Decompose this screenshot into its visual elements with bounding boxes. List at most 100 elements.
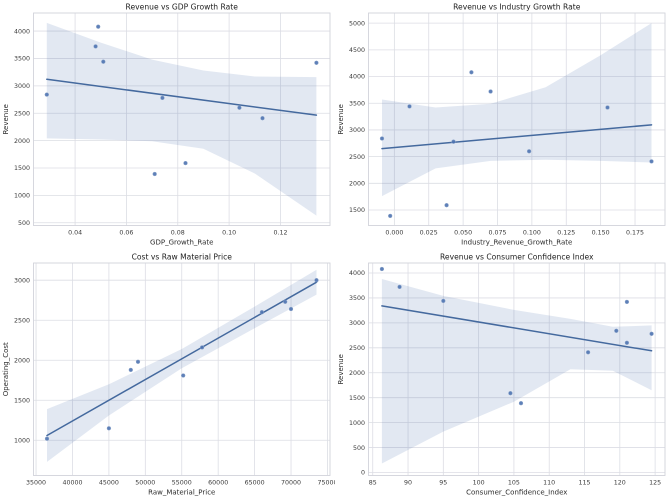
x-tick-label: 115: [578, 480, 590, 487]
chart-title: Revenue vs GDP Growth Rate: [126, 3, 239, 12]
y-tick-label: 5000: [348, 20, 364, 27]
x-tick-label: 90: [403, 480, 411, 487]
data-point: [387, 213, 392, 219]
x-tick-label: 110: [543, 480, 555, 487]
data-point: [128, 367, 133, 373]
y-tick-label: 1500: [348, 395, 364, 402]
plot-border: [367, 262, 665, 476]
data-points: [44, 278, 319, 441]
y-tick-labels: 1500 2000 2500 3000 3500 4000 4500 5000: [348, 20, 364, 214]
chart-title: Revenue vs Industry Growth Rate: [453, 3, 581, 12]
data-point: [648, 159, 654, 164]
x-tick-label: 0.100: [522, 230, 540, 237]
plot-background: [368, 13, 665, 226]
data-point: [379, 266, 384, 272]
data-point: [624, 299, 629, 305]
chart-title: Cost vs Raw Material Price: [132, 253, 233, 262]
y-tick-label: 2500: [348, 345, 364, 352]
data-point: [487, 89, 493, 94]
x-tick-label: 0.04: [68, 230, 82, 237]
data-point: [585, 350, 590, 355]
data-point: [624, 340, 629, 345]
y-tick-label: 3500: [348, 100, 364, 107]
data-point: [288, 306, 294, 312]
y-tick-label: 4000: [348, 74, 364, 81]
data-point: [181, 373, 186, 378]
data-point: [96, 24, 101, 29]
y-tick-labels: 1000 1500 2000 2500 3000: [14, 277, 30, 444]
data-point: [106, 426, 112, 431]
data-point: [135, 359, 141, 364]
x-axis-label: Consumer_Confidence_Index: [466, 489, 567, 497]
y-tick-label: 1000: [14, 438, 30, 445]
data-point: [283, 299, 288, 304]
x-tick-label: 0.12: [273, 230, 287, 237]
data-point: [443, 203, 449, 208]
x-tick-label: 125: [649, 480, 661, 487]
data-point: [199, 345, 205, 350]
x-tick-label: 0.050: [454, 230, 472, 237]
y-tick-labels: 0 500 1000 1500 2000 2500 3000 3500 4000: [348, 270, 364, 477]
y-tick-label: 2000: [14, 138, 30, 145]
data-points: [379, 266, 654, 406]
data-point: [440, 298, 445, 304]
data-point: [468, 70, 474, 75]
subplot-revenue-vs-gdp: 0.04 0.06 0.08 0.10 0.12 500 1000 1500 2000 2500 3…: [0, 0, 335, 250]
chart-svg: 35000 40000 45000 50000 55000 60000 65000 70000…: [2, 253, 335, 497]
x-tick-labels: 35000 40000 45000 50000 55000 60000 65000 70000…: [26, 480, 335, 487]
y-tick-label: 1000: [348, 420, 364, 427]
confidence-band: [46, 22, 317, 216]
data-points: [379, 70, 654, 219]
x-axis-label: Raw_Material_Price: [148, 489, 215, 497]
data-point: [183, 160, 188, 166]
x-tick-label: 70000: [281, 480, 301, 487]
y-tick-label: 4000: [14, 28, 30, 35]
data-point: [101, 59, 106, 64]
chart-svg: 0.000 0.025 0.050 0.075 0.100 0.125 0.150 0.175…: [337, 3, 665, 247]
x-tick-label: 65000: [245, 480, 265, 487]
x-tick-label: 0.000: [385, 230, 403, 237]
y-tick-label: 500: [18, 220, 30, 227]
y-tick-label: 0: [360, 470, 364, 477]
grid-lines: [33, 263, 330, 476]
x-tick-label: 75000: [317, 480, 334, 487]
x-tick-labels: 85 90 95 100 105 110 115 120 125: [368, 480, 660, 487]
y-tick-label: 2500: [14, 317, 30, 324]
data-point: [507, 391, 513, 396]
x-tick-labels: 0.04 0.06 0.08 0.10 0.12: [68, 230, 287, 237]
x-tick-label: 0.025: [419, 230, 437, 237]
regression-line: [380, 124, 652, 150]
data-point: [526, 149, 531, 154]
data-point: [93, 44, 98, 49]
data-point: [260, 116, 265, 121]
plot-background: [368, 263, 665, 476]
data-point: [406, 104, 412, 109]
chart-title: Revenue vs Consumer Confidence Index: [440, 253, 594, 262]
x-tick-label: 120: [613, 480, 625, 487]
x-tick-label: 105: [507, 480, 519, 487]
x-tick-label: 35000: [26, 480, 46, 487]
data-point: [44, 436, 50, 441]
confidence-band: [381, 23, 651, 197]
data-point: [396, 284, 402, 290]
plot-border: [367, 12, 665, 226]
y-axis-label: Revenue: [2, 104, 10, 135]
x-tick-label: 85: [368, 480, 376, 487]
grid-lines: [33, 13, 330, 226]
y-tick-label: 2500: [348, 154, 364, 161]
x-tick-label: 0.10: [222, 230, 236, 237]
confidence-band: [47, 269, 317, 462]
y-tick-label: 2000: [348, 181, 364, 188]
y-tick-label: 500: [352, 445, 364, 452]
subplot-revenue-vs-industry: 0.000 0.025 0.050 0.075 0.100 0.125 0.150 0.175…: [335, 0, 669, 250]
data-point: [237, 105, 242, 110]
subplot-cost-vs-raw-material: 35000 40000 45000 50000 55000 60000 65000 70000…: [0, 250, 335, 500]
subplot-revenue-vs-consumer-confidence: 85 90 95 100 105 110 115 120 125 0 500 1000 1500 2000…: [335, 250, 669, 500]
y-axis-label: Revenue: [337, 354, 345, 385]
y-tick-label: 3000: [14, 83, 30, 90]
y-tick-label: 4500: [348, 47, 364, 54]
y-tick-label: 2000: [14, 357, 30, 364]
data-point: [152, 171, 157, 177]
y-tick-labels: 500 1000 1500 2000 2500 3000 3500 4000: [14, 28, 30, 227]
